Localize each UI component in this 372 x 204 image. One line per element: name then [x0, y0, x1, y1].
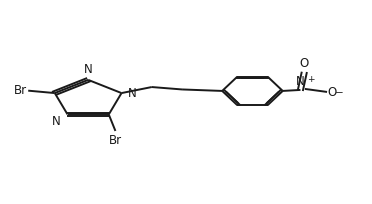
Text: Br: Br	[109, 134, 122, 147]
Text: −: −	[335, 88, 344, 98]
Text: O: O	[299, 57, 309, 70]
Text: N: N	[84, 63, 93, 76]
Text: N: N	[52, 115, 61, 129]
Text: +: +	[307, 75, 315, 84]
Text: N: N	[296, 74, 305, 88]
Text: Br: Br	[14, 84, 27, 97]
Text: N: N	[128, 86, 137, 100]
Text: O: O	[328, 86, 337, 99]
